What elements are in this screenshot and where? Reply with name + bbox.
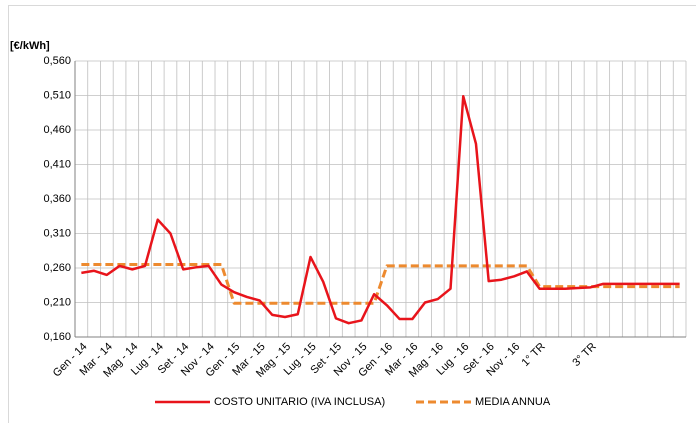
legend-label: MEDIA ANNUA — [475, 396, 551, 408]
y-tick-label: 0,310 — [43, 227, 71, 239]
y-tick-label: 0,560 — [43, 55, 71, 67]
y-tick-label: 0,410 — [43, 158, 71, 170]
y-tick-label: 0,460 — [43, 124, 71, 136]
y-tick-label: 0,260 — [43, 262, 71, 274]
y-tick-label: 0,210 — [43, 296, 71, 308]
x-tick-label: 1° TR — [519, 341, 547, 369]
y-tick-label: 0,360 — [43, 193, 71, 205]
x-tick-label: 3° TR — [570, 341, 598, 369]
series-line — [81, 94, 680, 325]
chart-border — [8, 5, 696, 423]
y-tick-label: 0,510 — [43, 89, 71, 101]
legend-label: COSTO UNITARIO (IVA INCLUSA) — [214, 396, 385, 408]
y-axis-label: [€/kWh] — [10, 40, 50, 52]
y-tick-label: 0,160 — [43, 331, 71, 343]
